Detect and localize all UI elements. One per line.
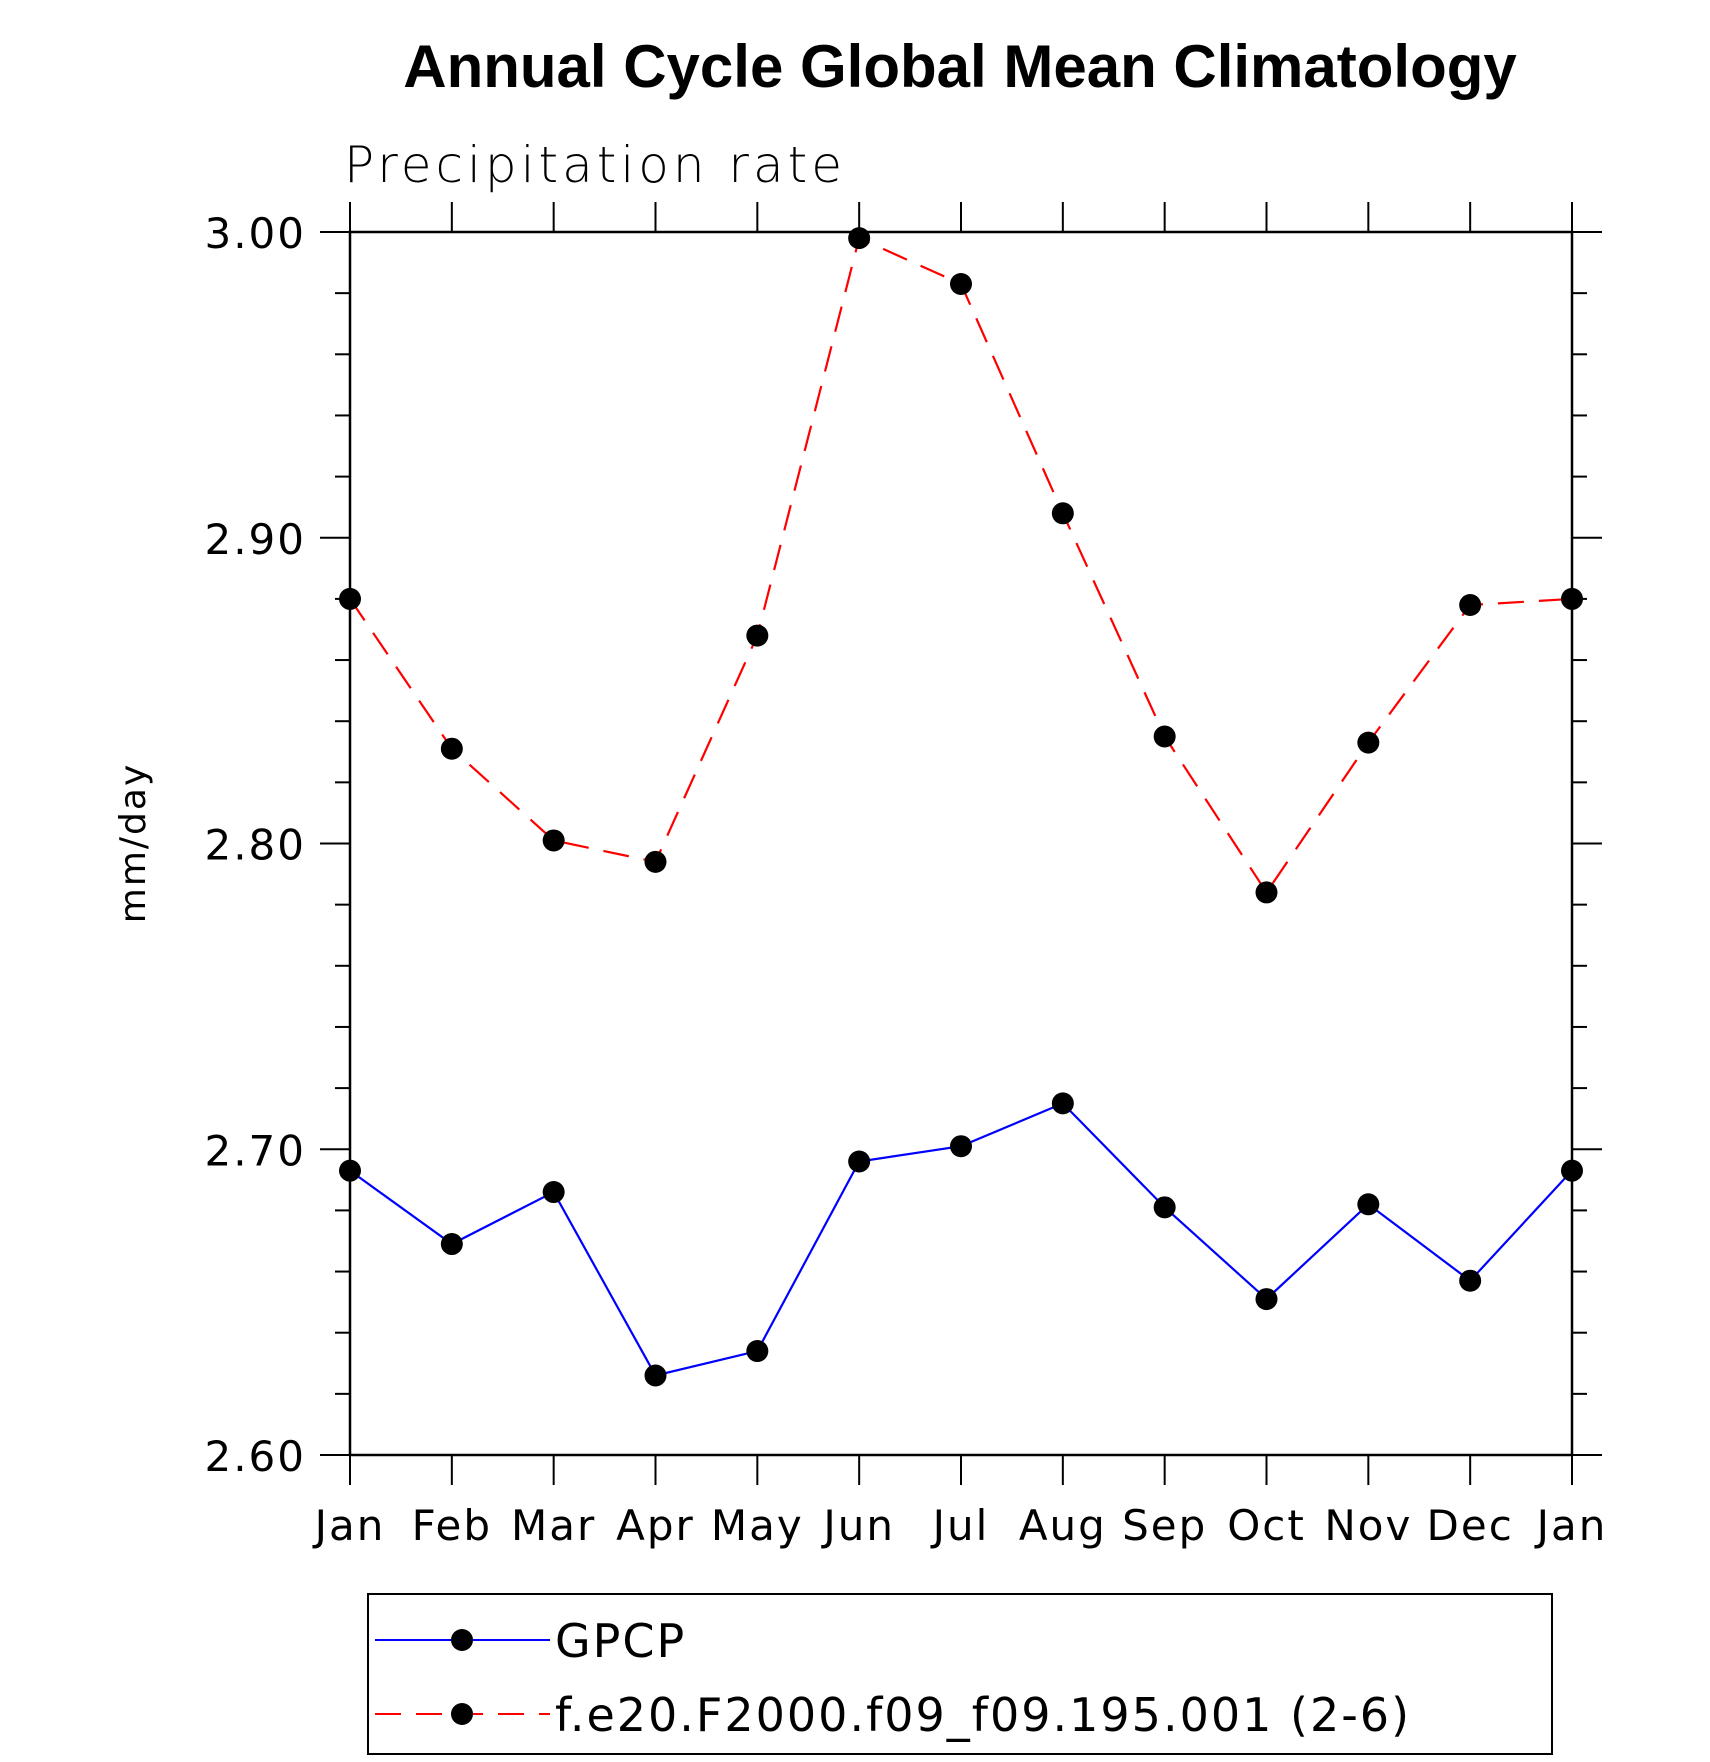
x-tick-label: Apr [616,1501,695,1550]
x-axis-ticks: Jan Feb Mar Apr May Jun Jul Aug Sep Oct Nov Dec Jan [312,202,1608,1550]
data-point [644,1364,667,1387]
data-point [542,1181,565,1204]
x-tick-label: Dec [1427,1501,1514,1550]
series-0 [339,1092,1583,1387]
y-axis-ticks: 2.60 2.70 2.80 2.90 3.00 [204,209,1602,1481]
data-point [950,272,972,295]
data-point [1051,1092,1074,1115]
data-point [848,227,871,250]
y-tick-label: 3.00 [204,209,306,258]
legend-label-gpcp: GPCP [555,1614,686,1668]
data-point [1357,731,1380,754]
legend-item-model: f.e20.F2000.f09_f09.195.001 (2-6) [375,1688,1411,1742]
data-point [542,829,565,852]
data-point [339,1159,361,1182]
data-point [1561,1159,1583,1182]
plot-frame [348,230,1574,1457]
x-tick-label: Jan [312,1501,386,1550]
y-tick-label: 2.70 [204,1126,306,1175]
y-tick-label: 2.80 [204,821,306,870]
data-point [1255,1288,1278,1311]
legend-item-gpcp: GPCP [375,1614,686,1668]
data-point [440,737,463,760]
x-tick-label: Nov [1324,1501,1412,1550]
data-point [1153,725,1176,748]
legend-marker-model [451,1703,473,1725]
x-tick-label: Jul [930,1501,990,1550]
data-point [1051,502,1074,525]
x-tick-label: Jan [1534,1501,1608,1550]
x-tick-label: May [711,1501,804,1550]
y-axis-label: mm/day [113,763,154,923]
series-1 [339,227,1583,904]
series-line-1 [349,236,1573,895]
x-tick-label: Oct [1227,1501,1306,1550]
legend-box [367,1593,1553,1755]
data-point [644,850,667,873]
data-point [848,1150,871,1173]
y-tick-label: 2.90 [204,515,306,564]
chart-subtitle: Precipitation rate [344,136,846,194]
data-point [1153,1196,1176,1219]
x-tick-label: Jun [820,1501,895,1550]
x-tick-label: Feb [412,1501,492,1550]
y-tick-label: 2.60 [204,1432,306,1481]
x-tick-label: Mar [511,1501,596,1550]
x-tick-label: Aug [1019,1501,1107,1550]
data-point [440,1233,463,1256]
plot-border [348,230,1574,1457]
data-point [1459,1269,1482,1292]
data-point [1459,594,1482,617]
legend-marker-gpcp [451,1629,473,1651]
chart-title: Annual Cycle Global Mean Climatology [403,33,1517,100]
legend-label-model: f.e20.F2000.f09_f09.195.001 (2-6) [555,1688,1411,1742]
x-tick-label: Sep [1122,1501,1207,1550]
series-layer [339,227,1583,1387]
data-point [1357,1193,1380,1216]
data-point [339,587,361,610]
data-point [1561,587,1583,610]
data-point [746,624,769,647]
data-point [1255,881,1278,904]
data-point [746,1340,769,1363]
data-point [950,1135,972,1158]
legend: GPCP f.e20.F2000.f09_f09.195.001 (2-6) [367,1593,1553,1755]
